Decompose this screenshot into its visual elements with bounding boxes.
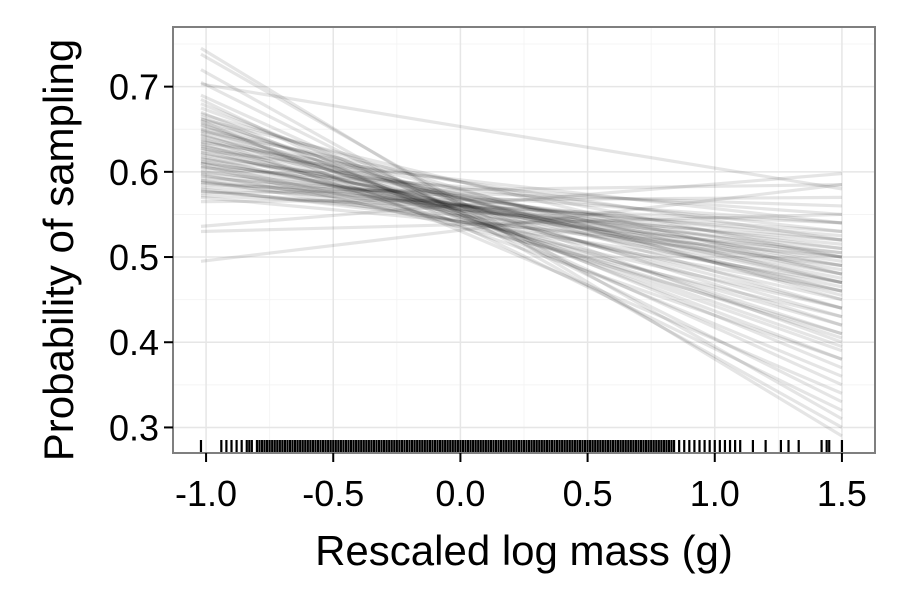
x-tick-label: 0.0 <box>435 473 485 514</box>
y-tick-label: 0.3 <box>109 407 159 448</box>
x-tick-label: -1.0 <box>175 473 237 514</box>
x-tick-label: 1.0 <box>690 473 740 514</box>
x-tick-label: -0.5 <box>302 473 364 514</box>
y-tick-label: 0.6 <box>109 152 159 193</box>
y-tick-label: 0.7 <box>109 67 159 108</box>
y-tick-label: 0.5 <box>109 237 159 278</box>
x-tick-label: 0.5 <box>563 473 613 514</box>
x-tick-label: 1.5 <box>817 473 867 514</box>
y-axis-title: Probability of sampling <box>35 39 82 462</box>
x-axis-title: Rescaled log mass (g) <box>315 527 733 574</box>
y-tick-label: 0.4 <box>109 322 159 363</box>
